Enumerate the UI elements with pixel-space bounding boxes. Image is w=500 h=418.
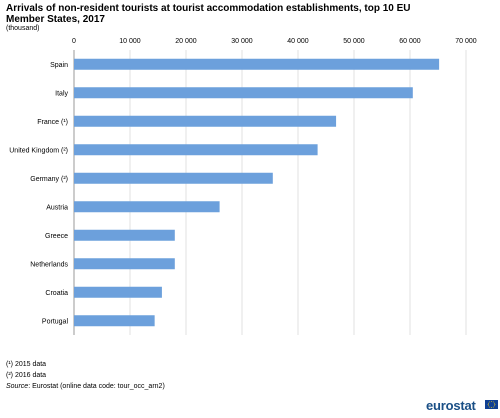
x-tick-label: 10 000 bbox=[119, 38, 141, 45]
category-label: France (¹) bbox=[37, 119, 68, 126]
x-tick-label: 20 000 bbox=[175, 38, 197, 45]
x-tick-label: 40 000 bbox=[287, 38, 309, 45]
category-label: Austria bbox=[46, 204, 68, 211]
eu-flag-icon bbox=[485, 400, 498, 409]
bar bbox=[74, 258, 175, 270]
chart-unit: (thousand) bbox=[6, 25, 40, 32]
bar-chart: 0 10 000 20 000 30 000 40 000 50 000 60 000 70 … bbox=[9, 38, 477, 335]
footnote-2015: (¹) 2015 data bbox=[6, 361, 47, 368]
bar bbox=[74, 58, 440, 70]
category-label: Greece bbox=[45, 233, 68, 240]
logo-text: eurostat bbox=[426, 398, 476, 413]
source-line: Source: Eurostat (online data code: tour… bbox=[6, 381, 165, 392]
x-tick-label: 0 bbox=[72, 38, 76, 45]
bar bbox=[74, 144, 318, 156]
x-tick-label: 60 000 bbox=[399, 38, 421, 45]
bar bbox=[74, 87, 413, 99]
source-text: : Eurostat (online data code: tour_occ_a… bbox=[28, 383, 165, 390]
bar bbox=[74, 201, 220, 213]
bar bbox=[74, 172, 273, 184]
category-label: Spain bbox=[50, 62, 68, 69]
category-label: United Kingdom (²) bbox=[9, 147, 68, 154]
category-label: Portugal bbox=[42, 318, 69, 325]
x-tick-label: 50 000 bbox=[343, 38, 365, 45]
bar bbox=[74, 229, 175, 241]
source-label: Source bbox=[6, 383, 29, 390]
category-label: Croatia bbox=[45, 290, 68, 297]
category-label: Italy bbox=[55, 90, 68, 97]
x-tick-label: 30 000 bbox=[231, 38, 253, 45]
chart-title: Arrivals of non-resident tourists at tou… bbox=[6, 3, 411, 25]
bar bbox=[74, 315, 155, 327]
category-label: Germany (²) bbox=[30, 176, 68, 183]
category-label: Netherlands bbox=[30, 261, 68, 268]
bar bbox=[74, 115, 337, 127]
footnote-2016: (²) 2016 data bbox=[6, 372, 47, 379]
bar bbox=[74, 286, 162, 298]
x-tick-label: 70 000 bbox=[455, 38, 477, 45]
footnotes: (¹) 2015 data (²) 2016 data Source: Euro… bbox=[6, 359, 165, 392]
